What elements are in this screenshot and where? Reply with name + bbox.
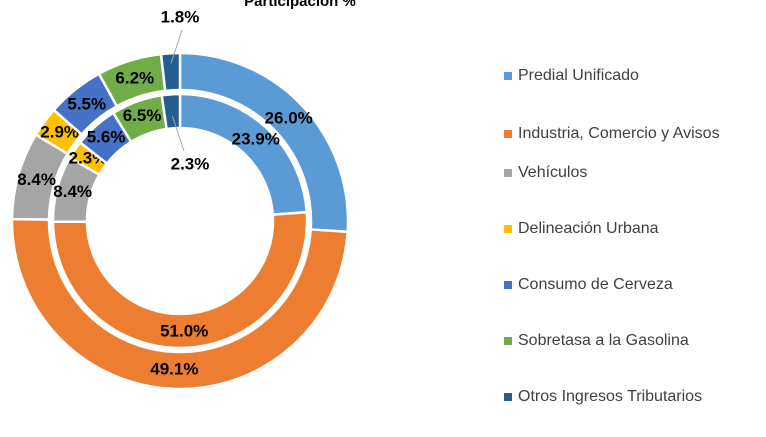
data-label: 2.9% [40, 123, 79, 142]
legend-label: Industria, Comercio y Avisos [518, 125, 720, 142]
legend-label: Sobretasa a la Gasolina [518, 332, 689, 349]
data-label: 6.5% [123, 106, 162, 125]
leader-line [170, 29, 183, 64]
legend-swatch [504, 281, 512, 289]
legend-item: Sobretasa a la Gasolina [504, 331, 766, 350]
legend: Predial Unificado Industria, Comercio y A… [504, 66, 766, 406]
data-label: 26.0% [265, 109, 313, 128]
chart-title: Participación % [244, 0, 356, 10]
legend-label: Otros Ingresos Tributarios [518, 388, 703, 405]
data-label: 1.8% [161, 7, 200, 26]
legend-item: Industria, Comercio y Avisos [504, 124, 766, 143]
data-label: 6.2% [115, 69, 154, 88]
legend-item: Predial Unificado [504, 66, 766, 85]
chart: Participación % 26.0% 49.1% 8.4% 2.9% 5.5% 6.… [10, 0, 356, 391]
legend-item: Consumo de Cerveza [504, 275, 766, 294]
legend-swatch [504, 72, 512, 80]
leader-line [171, 116, 185, 152]
data-label: 49.1% [150, 359, 198, 378]
legend-swatch [504, 393, 512, 401]
donut-segment [51, 210, 309, 350]
legend-label: Consumo de Cerveza [518, 276, 673, 293]
data-label: 5.5% [67, 94, 106, 113]
data-label: 5.6% [87, 128, 126, 147]
data-label: 8.4% [17, 170, 56, 189]
legend-label: Delineación Urbana [518, 220, 659, 237]
donut-segment [10, 217, 349, 391]
legend-item: Otros Ingresos Tributarios [504, 387, 766, 406]
legend-label: Predial Unificado [518, 67, 639, 84]
legend-item: Vehículos [504, 163, 766, 182]
donut-segment [159, 51, 182, 93]
data-label: 8.4% [53, 182, 92, 201]
data-label: 51.0% [160, 321, 208, 340]
legend-swatch [504, 337, 512, 345]
legend-swatch [504, 130, 512, 138]
legend-swatch [504, 169, 512, 177]
data-label: 2.3% [171, 154, 210, 173]
legend-swatch [504, 225, 512, 233]
donut-segment [160, 92, 182, 131]
legend-item: Delineación Urbana [504, 219, 766, 238]
legend-label: Vehículos [518, 164, 588, 181]
data-label: 23.9% [232, 129, 280, 148]
